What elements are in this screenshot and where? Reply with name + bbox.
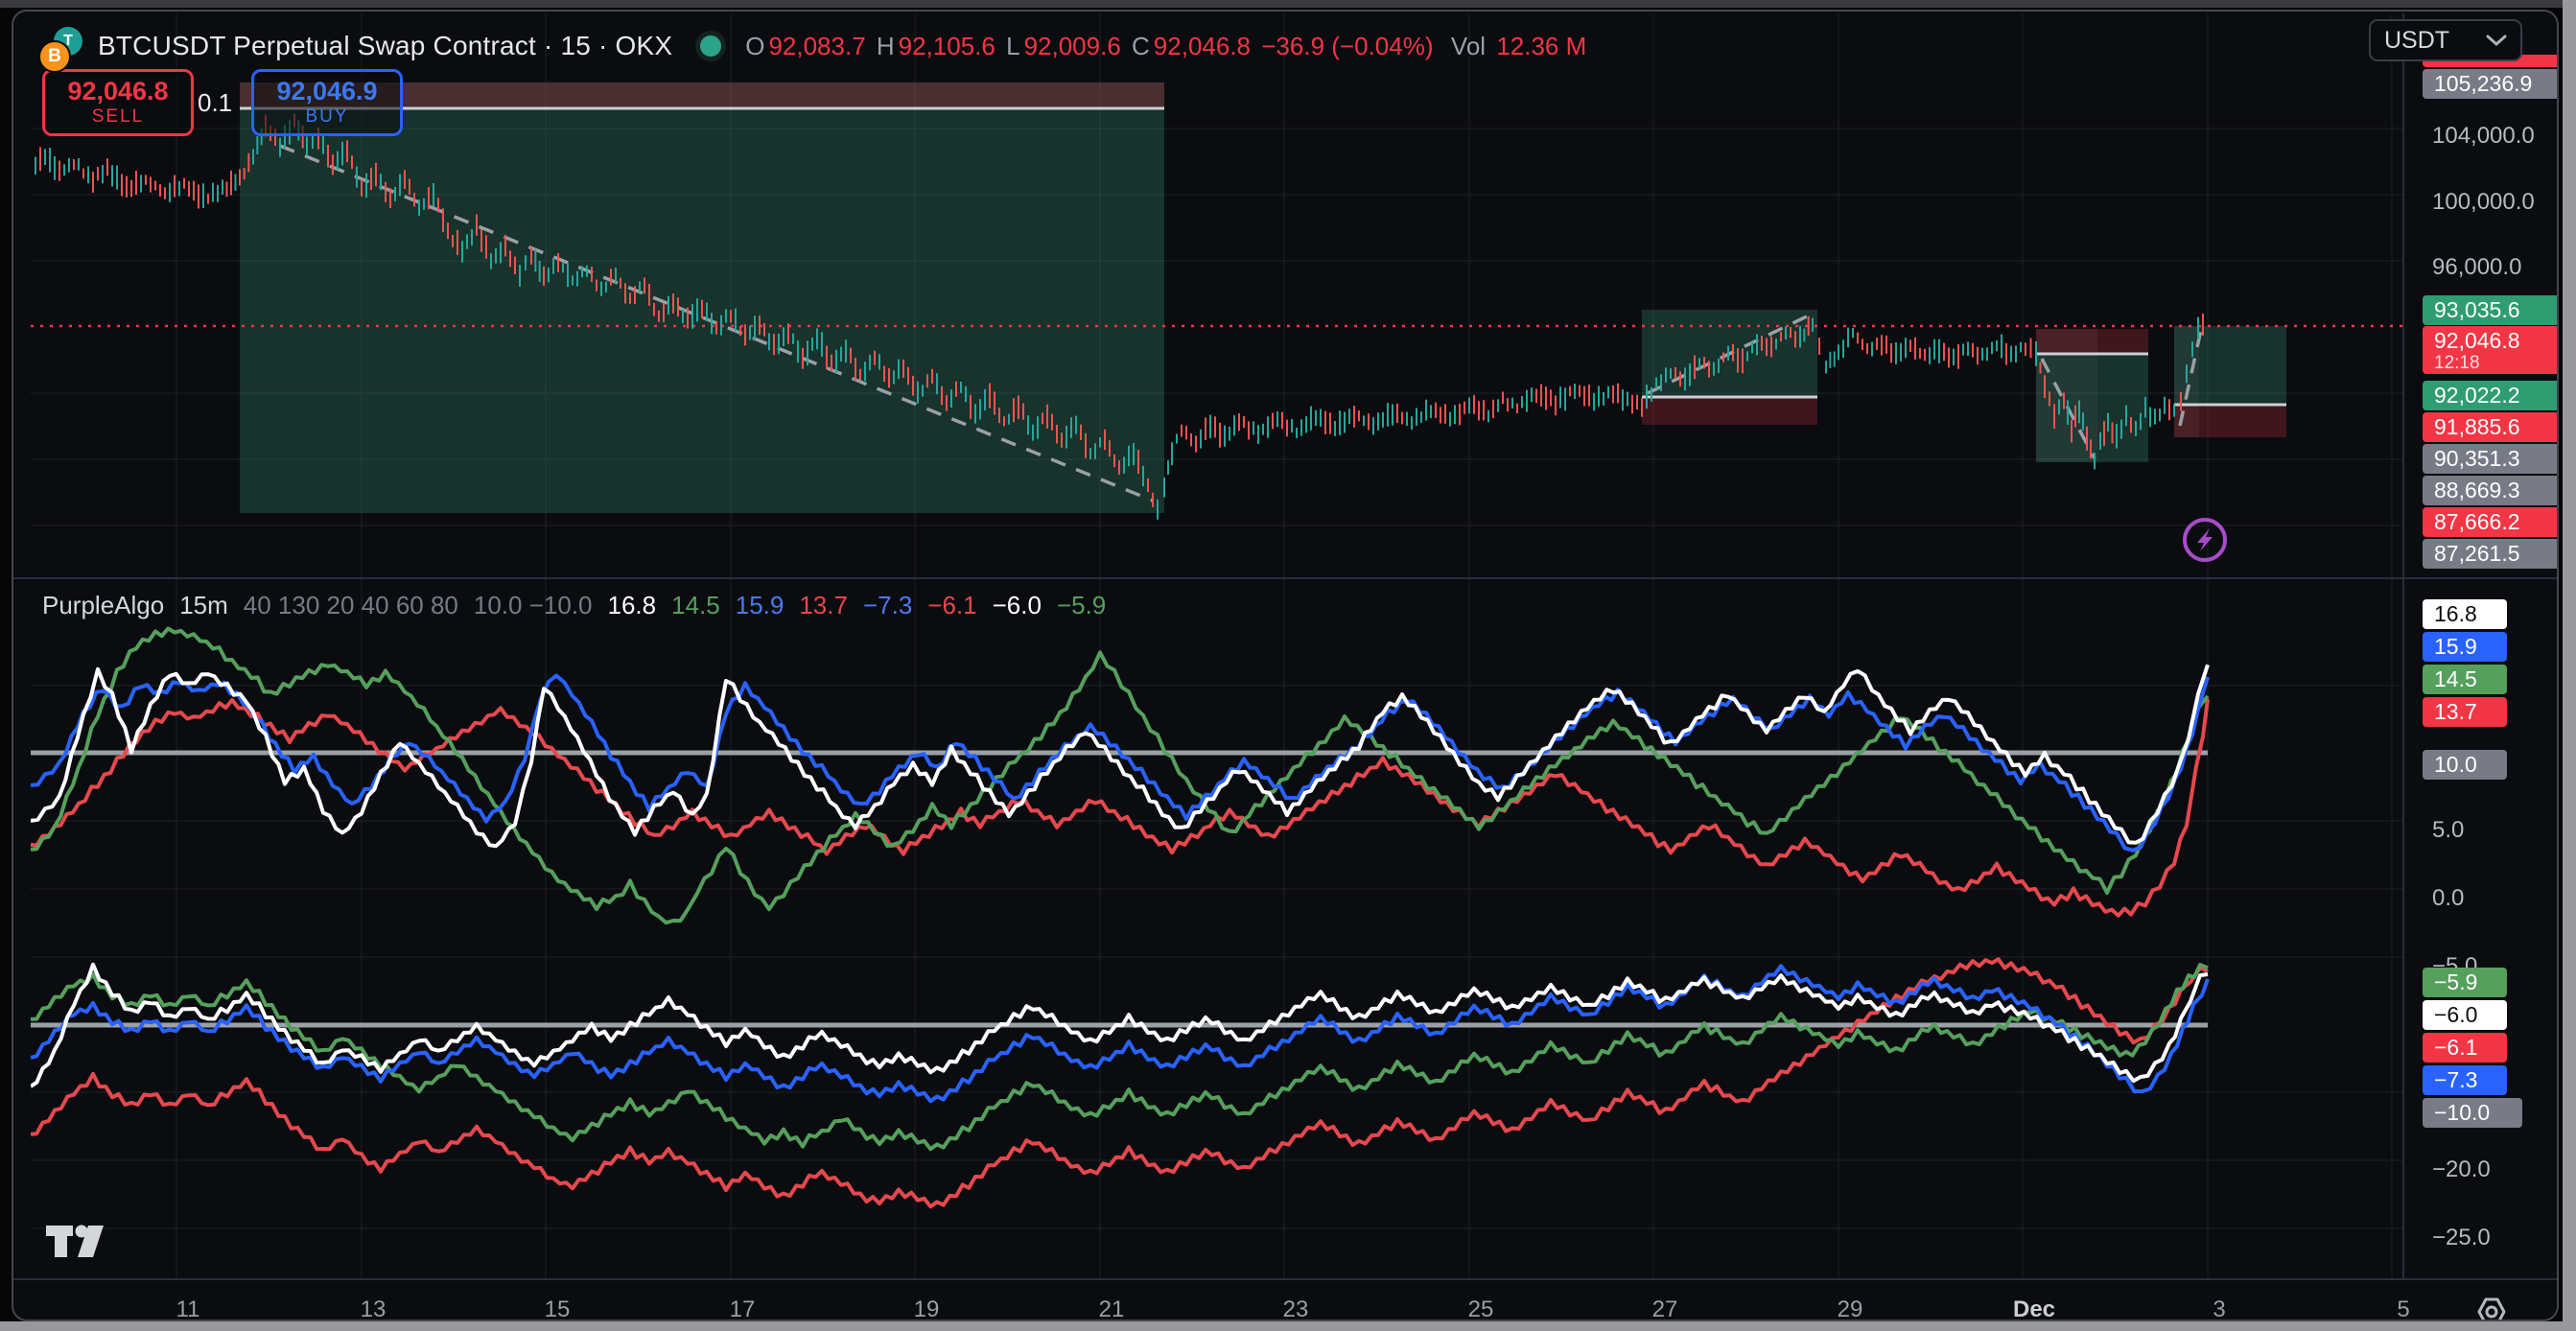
symbol-title[interactable]: BTCUSDT Perpetual Swap Contract · 15 · O… <box>98 31 673 60</box>
time-label: Dec <box>2012 1296 2056 1321</box>
indicator-value: −6.1 <box>927 591 977 619</box>
indicator-axis-badge: 16.8 <box>2423 599 2507 629</box>
chart-canvas[interactable] <box>13 12 2559 1321</box>
axis-label: 5.0 <box>2432 817 2465 843</box>
time-label: 15 <box>544 1296 571 1321</box>
indicator-value: 13.7 <box>799 591 848 619</box>
time-label: 23 <box>1282 1296 1309 1321</box>
indicator-value: 16.8 <box>607 591 657 619</box>
flash-boost-icon <box>2183 518 2227 562</box>
indicator-axis-badge: −6.1 <box>2423 1033 2507 1062</box>
indicator-axis-badge: 14.5 <box>2423 665 2507 694</box>
tradingview-logo[interactable] <box>46 1224 113 1269</box>
ohlc-segment: 92,009.6 <box>1023 31 1121 60</box>
indicator-axis-badge: −10.0 <box>2423 1098 2522 1128</box>
ohlc-segment: −36.9 (−0.04%) <box>1254 31 1434 60</box>
indicator-axis-badge: 15.9 <box>2423 632 2507 662</box>
chart-widget: T B BTCUSDT Perpetual Swap Contract · 15… <box>12 10 2559 1321</box>
time-label: 21 <box>1098 1296 1125 1321</box>
indicator-axis-badge: 13.7 <box>2423 697 2507 727</box>
price-axis-badge: 91,885.6 <box>2423 412 2557 442</box>
price-axis-badge: 87,666.2 <box>2423 507 2557 537</box>
ohlc-segment: O <box>745 31 765 60</box>
ohlc-segment: L <box>998 31 1020 60</box>
spread-value: 0.1 <box>198 88 233 117</box>
osc-green-lower <box>31 963 2209 1152</box>
axis-label: 96,000.0 <box>2432 254 2522 280</box>
axis-label: 104,000.0 <box>2432 123 2535 149</box>
ohlc-segment: 12.36 M <box>1496 31 1587 60</box>
time-label: 5 <box>2397 1296 2410 1321</box>
indicator-value: 15m <box>179 591 228 619</box>
axis-label: 100,000.0 <box>2432 189 2535 215</box>
indicator-header[interactable]: PurpleAlgo 15m 40 130 20 40 60 80 10.0 −10.… <box>42 591 1106 620</box>
time-label: 29 <box>1837 1296 1863 1321</box>
osc-green-upper <box>31 626 2210 925</box>
indicator-axis-badge: 10.0 <box>2423 750 2507 780</box>
osc-blue-upper <box>31 673 2210 852</box>
price-axis-badge: 92,046.8 12:18 <box>2423 326 2557 374</box>
sell-label: SELL <box>91 106 145 127</box>
window-frame-top <box>0 0 2576 8</box>
indicator-value: −7.3 <box>862 591 913 619</box>
indicator-name: PurpleAlgo <box>42 591 165 619</box>
time-label: 27 <box>1651 1296 1678 1321</box>
buy-button[interactable]: 92,046.9 BUY <box>251 69 403 136</box>
indicator-value: 40 130 20 40 60 80 <box>243 591 458 619</box>
sell-button[interactable]: 92,046.8 SELL <box>42 69 194 136</box>
ohlc-segment: H <box>869 31 895 60</box>
symbol-pair-icons: T B <box>38 25 88 73</box>
time-label: 11 <box>176 1296 200 1321</box>
price-axis-badge: 105,236.9 <box>2423 69 2557 99</box>
time-label: 3 <box>2213 1296 2226 1321</box>
symbol-header: T B BTCUSDT Perpetual Swap Contract · 15… <box>38 25 1586 73</box>
ohlc-segment: 92,046.8 <box>1153 31 1252 60</box>
currency-label: USDT <box>2384 26 2450 54</box>
ohlc-segment: 92,083.7 <box>768 31 866 60</box>
countdown-timer: 12:18 <box>2434 352 2480 373</box>
bitcoin-icon: B <box>38 40 71 73</box>
axis-label: −25.0 <box>2432 1225 2491 1250</box>
osc-red-lower <box>31 957 2209 1209</box>
osc-white-upper <box>31 664 2210 849</box>
ohlc-segment: 92,105.6 <box>898 31 995 60</box>
price-axis-badge: 88,669.3 <box>2423 476 2557 505</box>
sell-price: 92,046.8 <box>67 77 169 105</box>
indicator-value: 14.5 <box>671 591 720 619</box>
currency-dropdown[interactable]: USDT <box>2369 19 2522 61</box>
axis-label: 0.0 <box>2432 885 2465 911</box>
window-frame-right <box>2563 0 2576 1331</box>
price-axis-badge: 93,035.6 <box>2423 295 2557 325</box>
indicator-value: −5.9 <box>1056 591 1107 619</box>
time-label: 17 <box>729 1296 756 1321</box>
buy-label: BUY <box>305 106 349 127</box>
osc-blue-lower <box>31 964 2210 1104</box>
ohlc-segment: Vol <box>1437 31 1493 60</box>
indicator-axis-badge: −7.3 <box>2423 1065 2507 1095</box>
time-label: 13 <box>360 1296 386 1321</box>
axis-label: −20.0 <box>2432 1156 2491 1182</box>
price-axis-badge: 92,022.2 <box>2423 381 2557 410</box>
ohlc-readout: O 92,083.7 H 92,105.6 L 92,009.6 C 92,046.8 … <box>745 32 1586 61</box>
indicator-axis-badge: −5.9 <box>2423 968 2507 997</box>
time-label: 25 <box>1467 1296 1494 1321</box>
time-label: 19 <box>913 1296 940 1321</box>
osc-white-lower <box>31 962 2209 1088</box>
indicator-axis-badge: −6.0 <box>2423 1000 2507 1030</box>
chevron-down-icon <box>2486 35 2507 47</box>
axis-settings-gear-icon[interactable] <box>2472 1293 2511 1319</box>
price-axis-badge: 87,261.5 <box>2423 539 2557 569</box>
indicator-value: 15.9 <box>735 591 785 619</box>
indicator-value: −6.0 <box>992 591 1042 619</box>
window-frame-bottom <box>0 1321 2576 1331</box>
ohlc-segment: C <box>1124 31 1150 60</box>
buy-price: 92,046.9 <box>276 77 378 105</box>
indicator-value: 10.0 −10.0 <box>473 591 593 619</box>
market-status-dot <box>695 31 727 61</box>
price-axis-badge: 90,351.3 <box>2423 444 2557 474</box>
